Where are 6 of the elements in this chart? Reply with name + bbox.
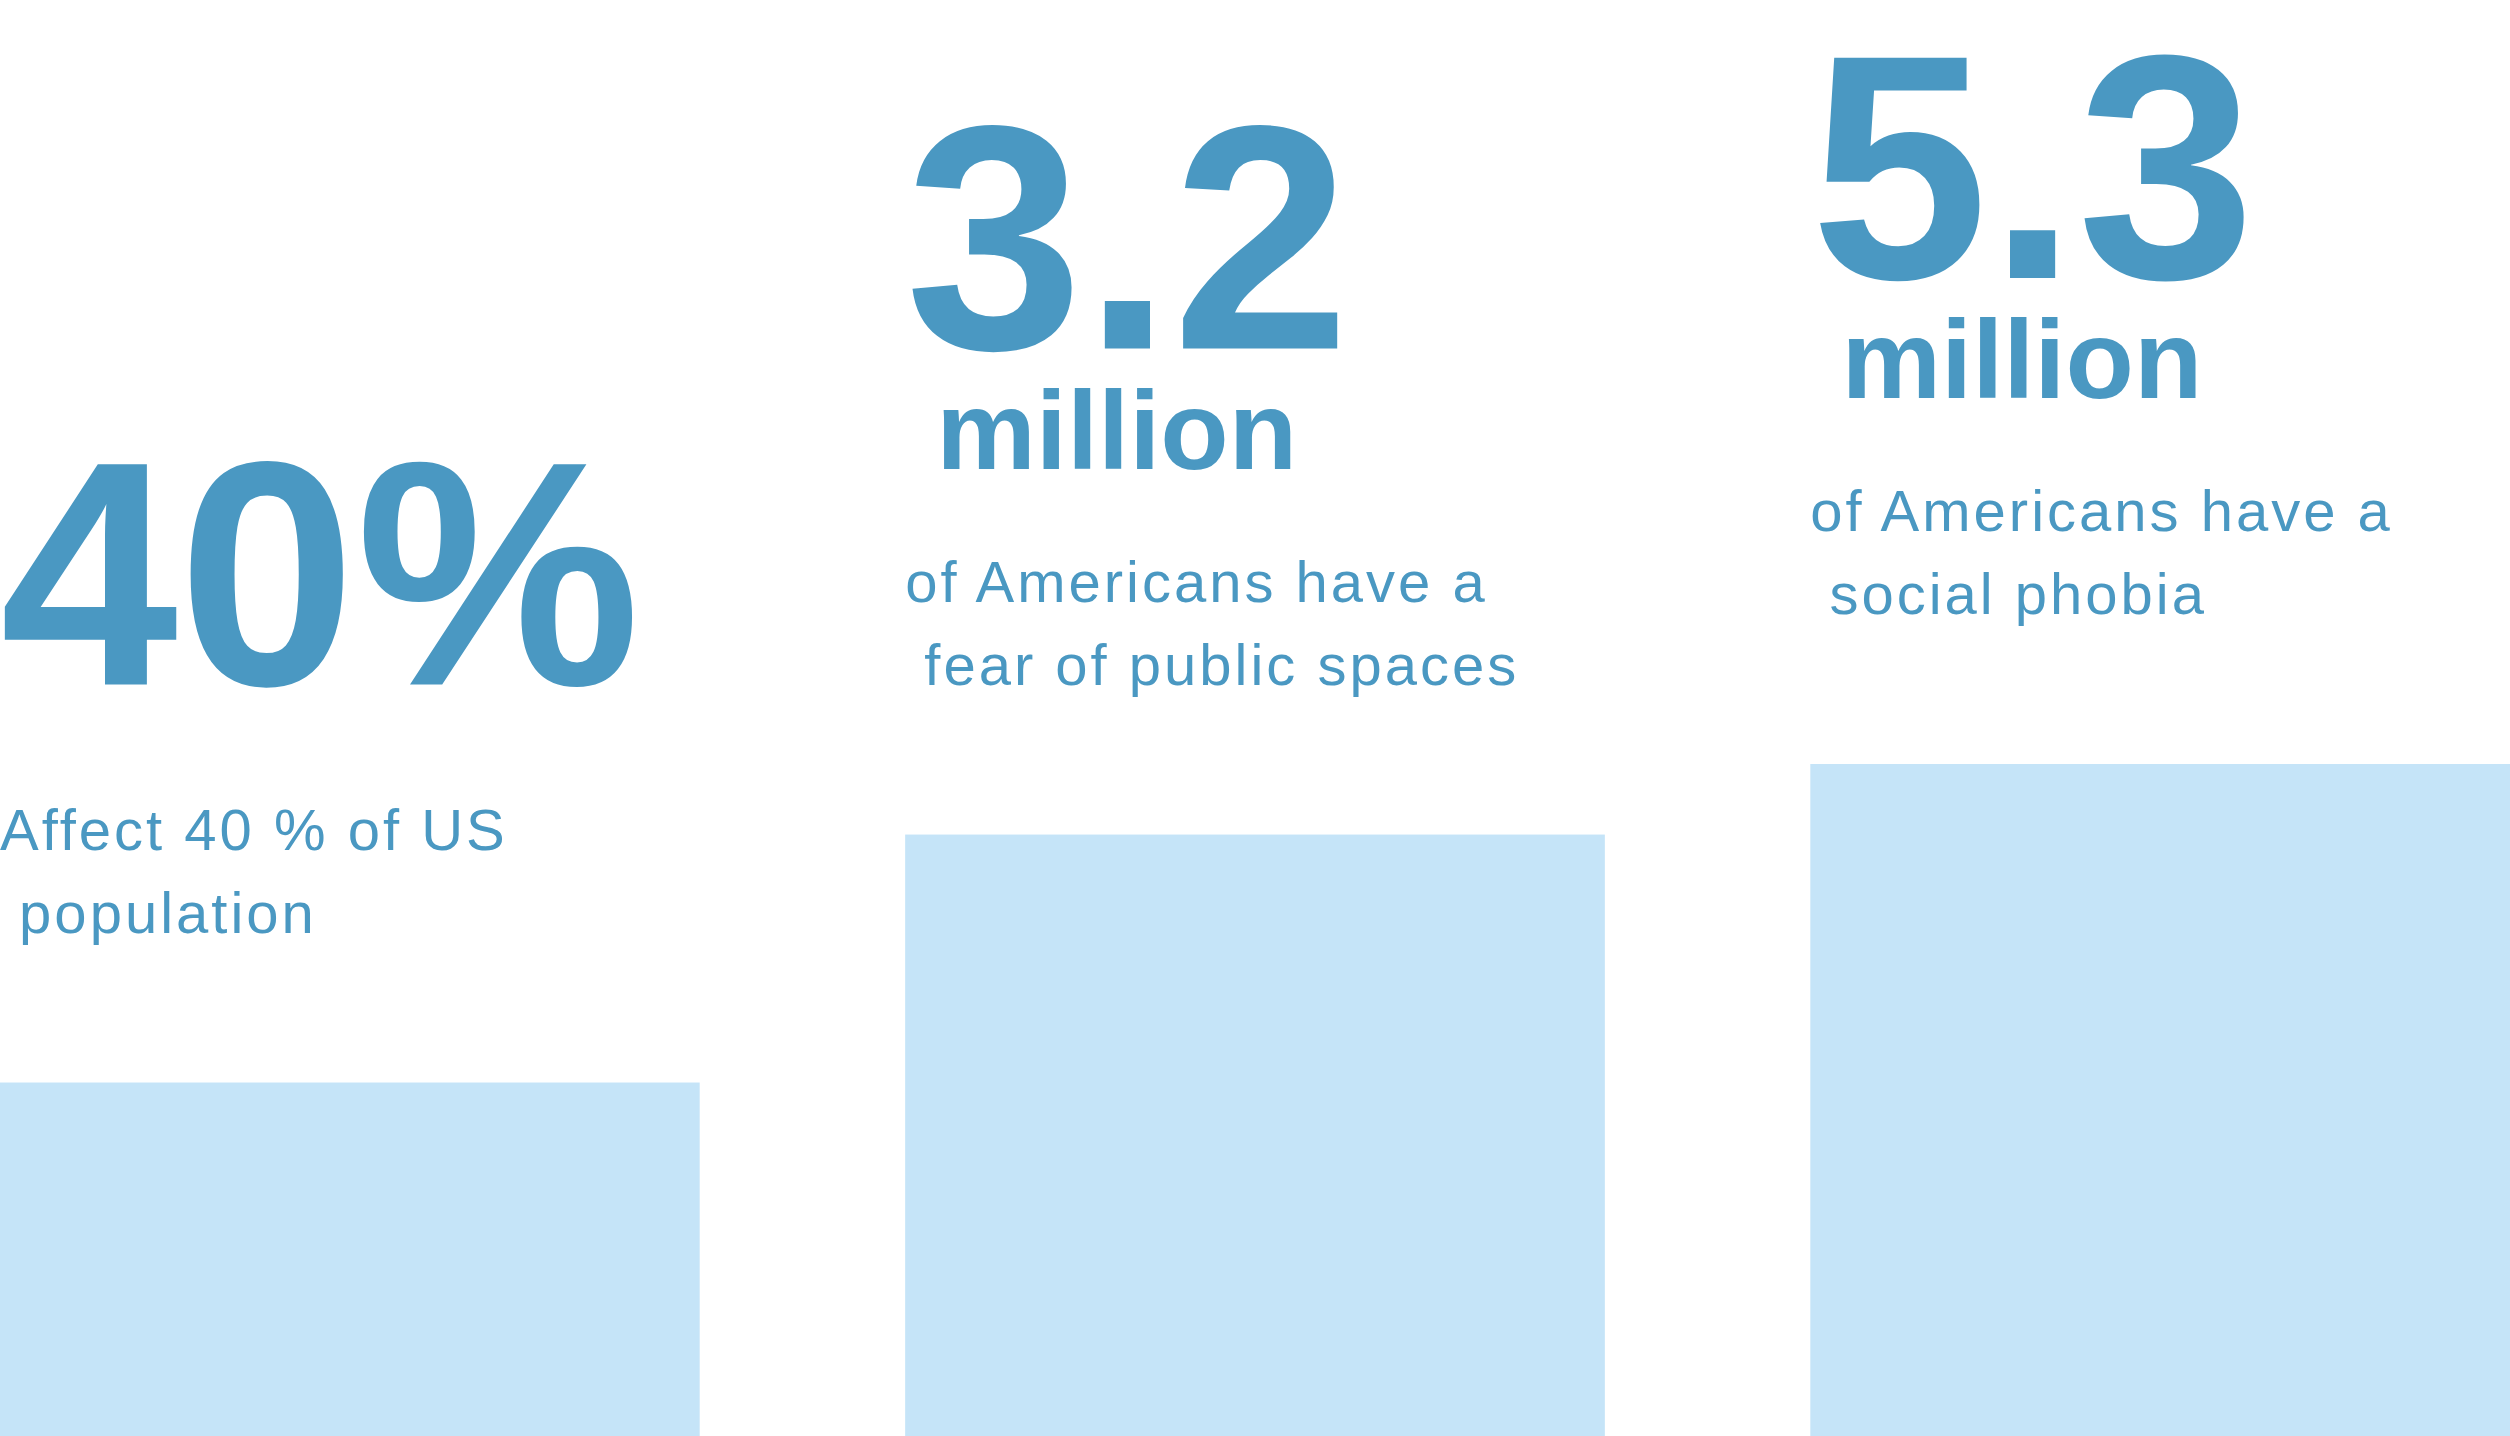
text: of Americans have a social phobia	[1810, 478, 2393, 626]
annotation: Affect 40 % of US population	[0, 796, 508, 945]
text: of Americans have a fear of public spaces	[905, 548, 1520, 697]
text: 5.3 million	[1810, 0, 2256, 422]
text: 3.2 million	[905, 58, 1350, 493]
text: 40%	[0, 394, 641, 753]
